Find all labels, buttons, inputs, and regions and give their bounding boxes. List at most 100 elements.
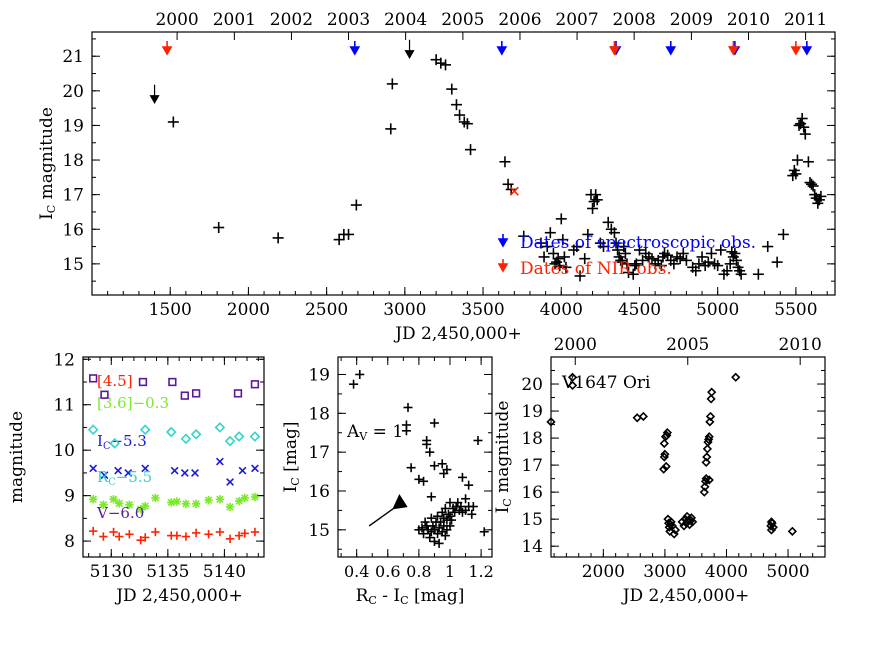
- historical-point: [702, 452, 712, 462]
- historical-point: [699, 487, 709, 497]
- series-label: [3.6]−0.3: [97, 394, 169, 412]
- x-tick-label: 5130: [90, 562, 133, 582]
- multiband-y-axis-label: magnitude: [7, 411, 27, 503]
- lightcurve-point: [440, 59, 452, 71]
- multiband-point: [115, 499, 124, 508]
- multiband-point: [172, 531, 182, 540]
- color-magnitude-panel: 0.4 0.6 0.8 1 1.2 15 16 17 18 19 RC - IC [mag] IC […: [281, 356, 494, 607]
- multiband-x-axis-label: JD 2,450,000+: [114, 586, 243, 606]
- x-tick-label: 1.2: [468, 562, 493, 581]
- multiband-point: [114, 466, 122, 475]
- lightcurve-point: [677, 247, 689, 259]
- lightcurve-point: [802, 156, 814, 168]
- color-magnitude-point: [433, 511, 443, 521]
- multiband-point: [226, 478, 234, 486]
- x-tick-label: 2000: [227, 300, 270, 320]
- x-tick-label: 5500: [774, 300, 817, 320]
- y-tick-label: 9: [64, 487, 75, 507]
- lightcurve-point: [557, 234, 569, 246]
- multiband-point: [180, 433, 192, 445]
- y-tick-label: 16: [521, 483, 543, 503]
- lightcurve-point: [790, 168, 802, 180]
- color-magnitude-point: [426, 513, 436, 523]
- color-magnitude-x-axis-label: RC - IC [mag]: [356, 586, 465, 607]
- multiband-point: [109, 527, 118, 537]
- color-magnitude-point: [464, 502, 474, 512]
- y-tick-label: 17: [521, 456, 543, 476]
- color-magnitude-point: [425, 447, 435, 457]
- multiband-point: [88, 495, 98, 504]
- top-year-label: 2008: [613, 10, 656, 30]
- multiband-point: [251, 464, 259, 473]
- x-tick-label: 5000: [766, 562, 809, 582]
- lightcurve-point: [712, 260, 724, 272]
- multiband-point: [204, 530, 213, 539]
- lightcurve-point: [518, 230, 530, 242]
- lightcurve-point: [343, 228, 355, 240]
- historical-point: [567, 372, 578, 382]
- series-label: IC−5.3: [97, 432, 147, 452]
- top-year-label: 2006: [498, 10, 541, 30]
- lightcurve-point: [167, 116, 179, 128]
- multiband-point: [125, 530, 134, 539]
- multiband-point: [99, 500, 108, 509]
- lightcurve-point: [777, 228, 789, 240]
- historical-point: [662, 428, 673, 438]
- multiband-point: [109, 438, 121, 449]
- multiband-point: [115, 532, 124, 541]
- multiband-point: [181, 499, 191, 509]
- historical-point: [659, 464, 669, 474]
- historical-point: [767, 518, 777, 528]
- multiband-point: [191, 389, 201, 398]
- historical-point: [686, 513, 697, 523]
- color-magnitude-point: [473, 435, 483, 445]
- main-lightcurve-panel: 1500 2000 2500 3000 3500 4000 4500 5000 5500 15 16…: [37, 10, 836, 344]
- historical-point: [705, 417, 715, 427]
- series-label: RC−5.5: [97, 468, 152, 488]
- y-tick-label: 14: [521, 537, 543, 557]
- color-magnitude-point: [429, 418, 439, 428]
- historical-point: [659, 438, 669, 449]
- y-tick-label: 19: [521, 402, 543, 422]
- multiband-point: [180, 391, 189, 400]
- top-year-label: 2005: [666, 335, 709, 355]
- multiband-point: [170, 466, 179, 475]
- historical-y-axis-label: IC magnitude: [493, 401, 514, 514]
- multiband-point: [100, 471, 109, 480]
- color-magnitude-point: [456, 502, 466, 512]
- lightcurve-point: [461, 118, 473, 130]
- multiband-point: [151, 493, 160, 503]
- lightcurve-point: [791, 154, 803, 166]
- multiband-point: [215, 457, 224, 466]
- color-magnitude-point: [425, 533, 435, 543]
- lightcurve-point: [555, 213, 567, 225]
- color-magnitude-point: [442, 465, 452, 475]
- lightcurve-point: [715, 244, 727, 256]
- top-year-label: 2005: [441, 10, 484, 30]
- color-magnitude-point: [355, 369, 365, 379]
- multiband-point: [191, 468, 199, 477]
- multiband-point: [124, 468, 133, 477]
- historical-point: [638, 411, 648, 422]
- lightcurve-point: [762, 241, 774, 253]
- historical-point: [707, 387, 717, 397]
- multiband-point: [215, 527, 225, 537]
- lightcurve-point: [272, 232, 284, 244]
- lightcurve-point: [558, 251, 570, 263]
- top-year-label: 2011: [784, 10, 827, 30]
- historical-point: [705, 411, 716, 422]
- lightcurve-point: [454, 109, 466, 121]
- historical-point: [704, 475, 714, 485]
- multiband-point: [151, 527, 160, 537]
- lightcurve-point: [602, 216, 614, 228]
- color-magnitude-point: [434, 538, 444, 548]
- x-tick-label: 3500: [461, 300, 504, 320]
- multiband-point: [167, 498, 176, 507]
- color-magnitude-point: [461, 494, 471, 504]
- color-magnitude-point: [426, 492, 436, 502]
- x-tick-label: 5000: [696, 300, 739, 320]
- historical-point: [702, 444, 713, 454]
- lightcurve-point: [608, 227, 620, 239]
- multiband-point: [233, 389, 243, 398]
